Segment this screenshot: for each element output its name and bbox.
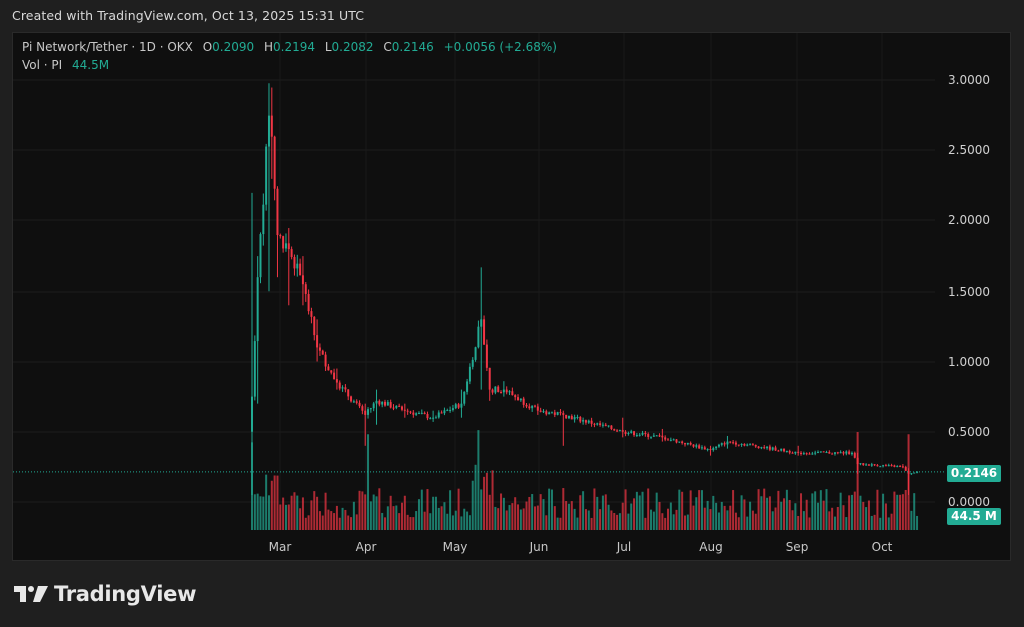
close-value: 0.2146 <box>391 40 434 54</box>
open-label: O <box>202 40 213 54</box>
high-label: H <box>263 40 274 54</box>
last-volume-badge: 44.5 M <box>947 508 1001 525</box>
tradingview-logo-icon <box>14 586 48 602</box>
chart-panel[interactable] <box>12 32 1011 561</box>
volume-label[interactable]: Vol · PI <box>22 58 63 72</box>
symbol-legend: Pi Network/Tether · 1D · OKX O0.2090 H0.… <box>22 40 557 54</box>
x-tick-may: May <box>442 540 468 554</box>
tradingview-logo[interactable]: TradingView <box>14 582 196 606</box>
x-tick-oct: Oct <box>871 540 893 554</box>
change-value: +0.0056 (+2.68%) <box>443 40 557 54</box>
volume-value: 44.5M <box>72 58 110 72</box>
tradingview-logo-text: TradingView <box>54 582 197 606</box>
last-price-badge: 0.2146 <box>947 465 1001 482</box>
x-tick-mar: Mar <box>268 540 292 554</box>
y-tick-1: 1.0000 <box>948 355 990 369</box>
y-tick-0-5: 0.5000 <box>948 425 990 439</box>
x-tick-aug: Aug <box>699 540 723 554</box>
y-tick-2-5: 2.5000 <box>948 143 990 157</box>
low-value: 0.2082 <box>331 40 374 54</box>
x-tick-sep: Sep <box>785 540 809 554</box>
y-tick-1-5: 1.5000 <box>948 285 990 299</box>
x-tick-jul: Jul <box>616 540 632 554</box>
x-tick-apr: Apr <box>355 540 377 554</box>
created-with-caption: Created with TradingView.com, Oct 13, 20… <box>12 8 365 23</box>
high-value: 0.2194 <box>273 40 316 54</box>
y-tick-2: 2.0000 <box>948 213 990 227</box>
x-tick-jun: Jun <box>529 540 549 554</box>
low-label: L <box>324 40 332 54</box>
volume-legend: Vol · PI 44.5M <box>22 58 109 72</box>
y-tick-3: 3.0000 <box>948 73 990 87</box>
close-label: C <box>383 40 392 54</box>
y-tick-0: 0.0000 <box>948 495 990 509</box>
open-value: 0.2090 <box>212 40 255 54</box>
symbol-title[interactable]: Pi Network/Tether · 1D · OKX <box>22 40 193 54</box>
